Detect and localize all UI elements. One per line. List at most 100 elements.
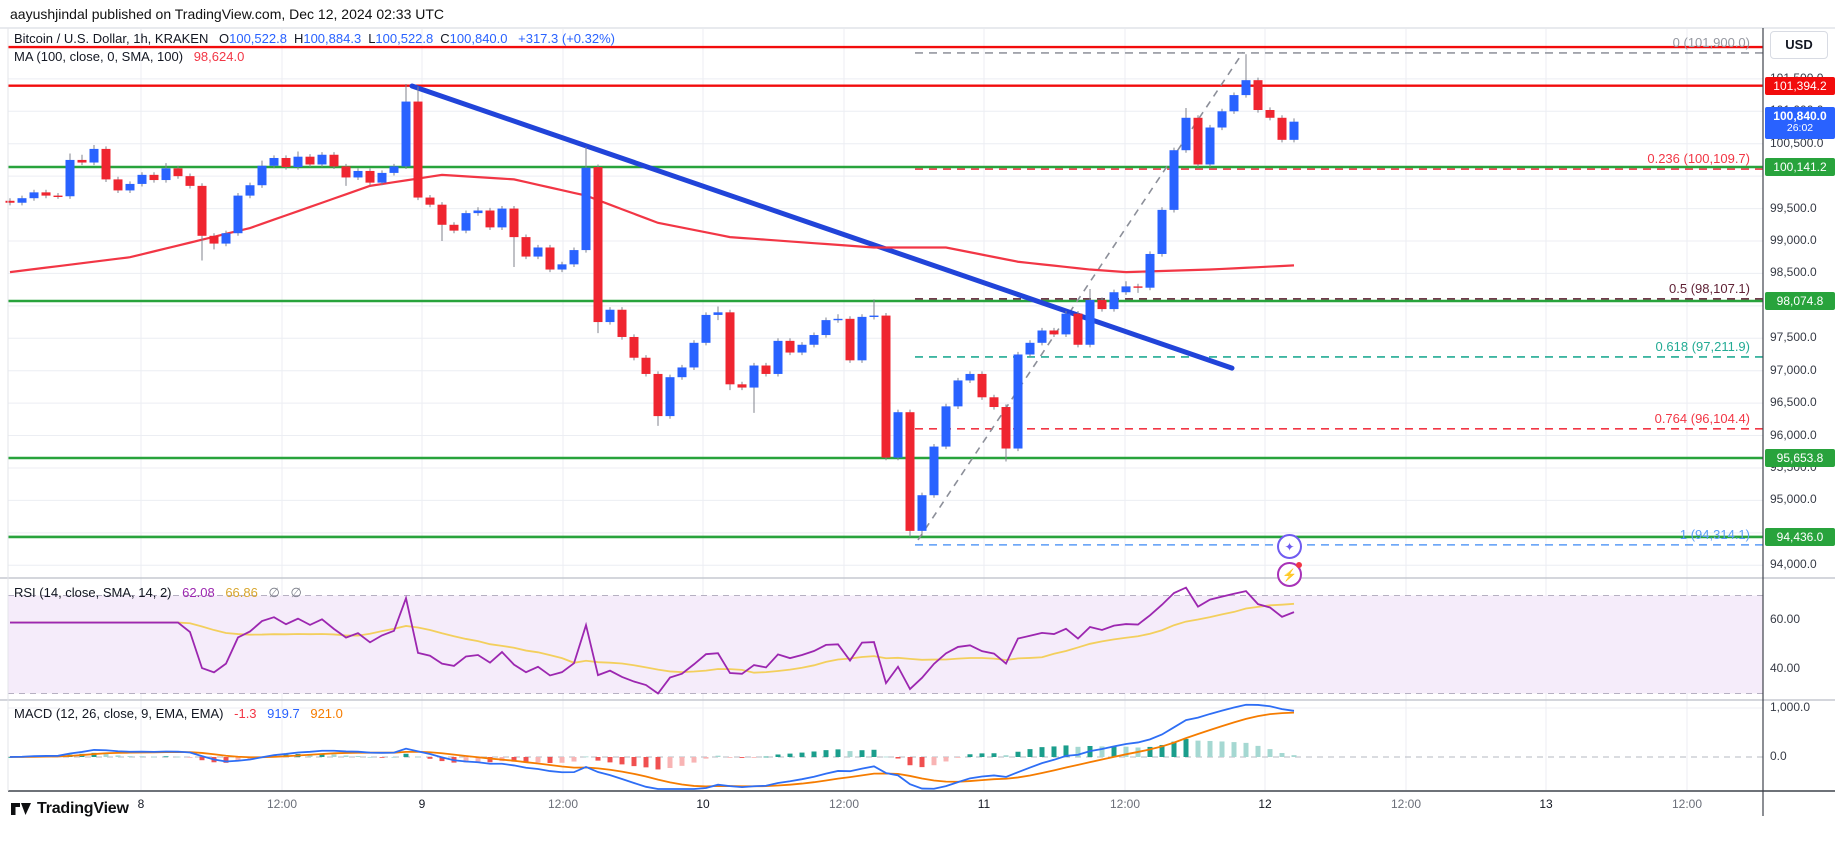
candle xyxy=(317,154,327,165)
time-axis-label[interactable]: 12:00 xyxy=(1390,797,1422,811)
time-axis-label[interactable]: 8 xyxy=(137,797,145,811)
candle xyxy=(593,167,603,323)
macd-histogram-bar xyxy=(991,753,997,757)
macd-histogram-bar xyxy=(1279,752,1285,757)
macd-histogram-bar xyxy=(187,757,193,758)
macd-histogram-bar xyxy=(367,756,373,758)
rsi-band xyxy=(8,595,1763,694)
macd-histogram-bar xyxy=(235,757,241,762)
time-axis-label[interactable]: 12:00 xyxy=(1671,797,1703,811)
candle xyxy=(893,412,903,458)
time-axis-label[interactable]: 12 xyxy=(1258,797,1272,811)
candle xyxy=(953,380,963,407)
rsi-axis-tick[interactable]: 40.00 xyxy=(1770,661,1801,675)
macd-histogram-bar xyxy=(763,756,769,758)
candle xyxy=(1121,286,1131,293)
candle xyxy=(377,172,387,183)
candle xyxy=(917,495,927,531)
candle xyxy=(17,198,27,203)
tradingview-logo[interactable]: TradingView xyxy=(10,800,129,818)
candle xyxy=(521,237,531,257)
macd-histogram-bar xyxy=(127,756,133,757)
candle xyxy=(101,148,111,180)
time-axis-label[interactable]: 12:00 xyxy=(547,797,579,811)
candle xyxy=(365,170,375,183)
candle xyxy=(401,101,411,167)
time-axis-label[interactable]: 10 xyxy=(696,797,710,811)
candle xyxy=(809,335,819,345)
candle xyxy=(509,208,519,238)
macd-histogram-bar xyxy=(823,750,829,757)
descending-trendline[interactable] xyxy=(409,83,1235,371)
candle xyxy=(161,168,171,181)
macd-histogram-bar xyxy=(1027,749,1033,757)
macd-histogram-bar xyxy=(871,749,877,757)
candle xyxy=(749,365,759,388)
candle xyxy=(293,156,303,168)
time-axis-label[interactable]: 9 xyxy=(418,797,426,811)
price-axis-tick[interactable]: 97,000.0 xyxy=(1770,362,1817,377)
ma-legend-row[interactable]: MA (100, close, 0, SMA, 100) 98,624.0 xyxy=(14,49,244,64)
sparkle-circle-icon[interactable]: ✦ xyxy=(1277,534,1302,559)
dashed-projection-trendline[interactable] xyxy=(917,51,1244,541)
candle xyxy=(689,342,699,368)
candle xyxy=(113,179,123,191)
macd-legend-row[interactable]: MACD (12, 26, close, 9, EMA, EMA) -1.3 9… xyxy=(14,706,350,721)
currency-toggle-button[interactable]: USD xyxy=(1770,31,1828,59)
macd-histogram-bar xyxy=(859,750,865,757)
candle xyxy=(1241,80,1251,96)
macd-histogram-bar xyxy=(1147,746,1153,757)
time-axis-label[interactable]: 12:00 xyxy=(1109,797,1141,811)
price-axis-tick[interactable]: 98,500.0 xyxy=(1770,265,1817,280)
candle xyxy=(497,208,507,228)
candle xyxy=(149,174,159,181)
macd-histogram-bar xyxy=(463,757,469,763)
price-axis-tick[interactable]: 96,000.0 xyxy=(1770,427,1817,442)
macd-histogram-bar xyxy=(379,757,385,758)
macd-histogram-bar xyxy=(619,757,625,765)
candle xyxy=(533,247,543,257)
macd-axis-tick[interactable]: 1,000.0 xyxy=(1770,700,1811,714)
time-axis-label[interactable]: 11 xyxy=(977,797,991,811)
price-axis-tick[interactable]: 96,500.0 xyxy=(1770,395,1817,410)
macd-histogram-bar xyxy=(1063,745,1069,757)
time-axis-label[interactable]: 12:00 xyxy=(828,797,860,811)
candle xyxy=(461,213,471,231)
macd-axis-tick[interactable]: 0.0 xyxy=(1770,749,1787,763)
price-axis-tick[interactable]: 94,000.0 xyxy=(1770,557,1817,572)
ohlc-value: 100,840.0 xyxy=(449,31,508,46)
price-axis-tick[interactable]: 99,500.0 xyxy=(1770,200,1817,215)
rsi-axis-tick[interactable]: 60.00 xyxy=(1770,612,1801,626)
candle xyxy=(413,101,423,198)
macd-histogram-bar xyxy=(439,757,445,762)
macd-histogram-bar xyxy=(1003,755,1009,757)
price-axis-tick[interactable]: 100,500.0 xyxy=(1770,135,1824,150)
lightning-circle-icon[interactable]: ⚡ xyxy=(1277,562,1302,587)
rsi-line xyxy=(10,586,1295,695)
macd-signal-value: 921.0 xyxy=(310,706,343,721)
candle xyxy=(545,247,555,270)
macd-histogram-bar xyxy=(487,757,493,763)
macd-histogram-bar xyxy=(1159,745,1165,757)
macd-histogram-bar xyxy=(7,757,13,758)
time-axis-label[interactable]: 13 xyxy=(1539,797,1553,811)
macd-histogram-bar xyxy=(103,753,109,757)
macd-line xyxy=(9,703,1295,790)
macd-histogram-bar xyxy=(679,757,685,766)
ohlc-letter: H xyxy=(293,31,304,46)
candle-countdown: 26:02 xyxy=(1786,121,1814,134)
symbol-legend-row[interactable]: Bitcoin / U.S. Dollar, 1h, KRAKEN O100,5… xyxy=(14,31,622,46)
macd-histogram-bar xyxy=(643,757,649,768)
candle xyxy=(581,167,591,251)
macd-histogram-bar xyxy=(1207,740,1213,757)
macd-histogram-bar xyxy=(175,756,181,758)
candle xyxy=(1289,121,1299,140)
price-axis-tick[interactable]: 95,000.0 xyxy=(1770,492,1817,507)
time-axis-label[interactable]: 12:00 xyxy=(266,797,298,811)
price-axis-tick[interactable]: 97,500.0 xyxy=(1770,330,1817,345)
macd-histogram-bar xyxy=(223,757,229,763)
price-axis-tick[interactable]: 99,000.0 xyxy=(1770,233,1817,247)
rsi-legend-row[interactable]: RSI (14, close, SMA, 14, 2) 62.08 66.86 … xyxy=(14,585,309,601)
rsi-ma-line xyxy=(10,602,1295,674)
